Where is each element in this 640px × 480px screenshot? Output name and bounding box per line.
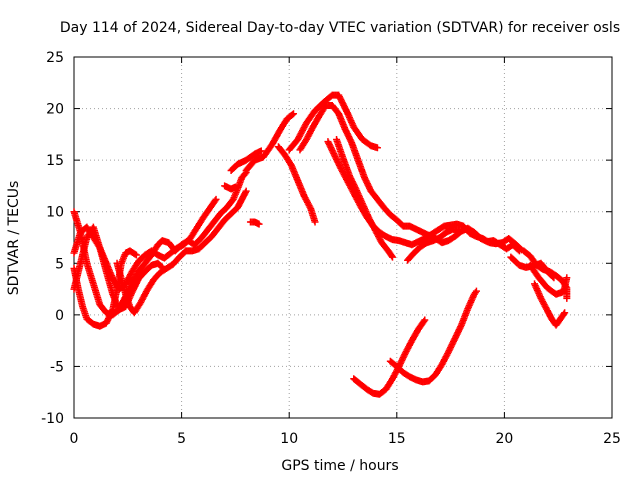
y-tick-labels: -10 -5 0 5 10 15 20 25	[41, 50, 64, 427]
series-pass-h	[221, 182, 239, 193]
x-tick-label: 5	[177, 431, 186, 447]
y-tick-label: 5	[55, 256, 64, 272]
x-tick-label: 25	[603, 431, 621, 447]
x-tick-label: 0	[70, 431, 79, 447]
series-pass-t	[526, 261, 571, 298]
data-point	[306, 203, 314, 211]
series-pass-l	[296, 101, 523, 255]
data-point	[421, 316, 429, 324]
data-point	[373, 144, 381, 152]
data-point	[212, 195, 220, 203]
data-point	[257, 147, 265, 155]
data-point	[288, 111, 296, 119]
data-point	[549, 273, 557, 281]
data-point	[131, 250, 139, 258]
data-point	[132, 251, 140, 259]
data-point	[472, 287, 480, 295]
series-pass-g	[227, 147, 265, 174]
x-tick-label: 10	[280, 431, 298, 447]
x-tick-label: 15	[388, 431, 406, 447]
axis-ticks	[73, 56, 613, 419]
series-pass-i	[246, 218, 263, 228]
series-pass-o	[404, 225, 463, 264]
data-point	[242, 187, 250, 195]
y-tick-label: 25	[46, 50, 64, 66]
data-point	[388, 252, 396, 260]
data-point	[471, 289, 479, 297]
y-tick-label: 20	[46, 102, 64, 118]
data-point	[255, 220, 263, 228]
series-pass-s	[531, 280, 569, 329]
data-point	[311, 218, 319, 226]
data-point	[211, 197, 219, 205]
series-pass-f	[242, 110, 298, 174]
series-pass-j	[274, 143, 319, 226]
data-point	[241, 170, 249, 178]
y-tick-label: 15	[46, 153, 64, 169]
x-tick-label: 20	[495, 431, 513, 447]
x-tick-labels: 0 5 10 15 20 25	[70, 431, 621, 447]
y-tick-label: -10	[41, 411, 64, 427]
y-tick-label: -5	[50, 359, 64, 375]
data-point	[290, 110, 298, 118]
data-point	[550, 274, 558, 282]
data-point	[560, 310, 568, 318]
series-pass-p	[350, 316, 429, 398]
data-point	[455, 227, 463, 235]
y-tick-label: 0	[55, 308, 64, 324]
data-point	[420, 317, 428, 325]
x-axis-label: GPS time / hours	[281, 458, 398, 474]
chart-title: Day 114 of 2024, Sidereal Day-to-day VTE…	[60, 20, 620, 36]
y-axis-label: SDTVAR / TECUs	[6, 181, 22, 296]
series-pass-u	[507, 253, 558, 282]
grid	[74, 57, 612, 418]
data-point	[563, 274, 571, 282]
series-pass-n	[333, 136, 396, 261]
data-point	[388, 253, 396, 261]
data-point	[231, 183, 239, 191]
data-points	[70, 91, 571, 398]
series-pass-e	[113, 187, 250, 317]
series-pass-k	[285, 91, 381, 154]
y-tick-label: 10	[46, 205, 64, 221]
plot-frame	[73, 56, 613, 419]
data-point	[561, 309, 569, 317]
series-pass-q	[386, 287, 480, 386]
data-point	[563, 294, 571, 302]
